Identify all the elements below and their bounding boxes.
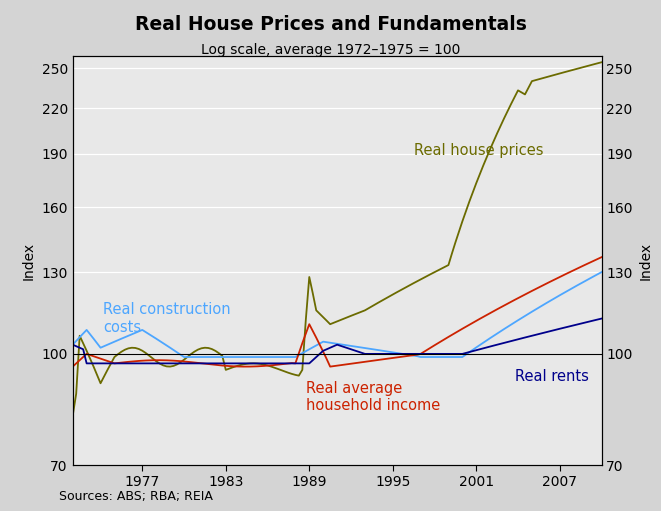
Text: Real House Prices and Fundamentals: Real House Prices and Fundamentals (135, 15, 526, 34)
Y-axis label: Index: Index (639, 242, 652, 280)
Y-axis label: Index: Index (22, 242, 36, 280)
Text: Real house prices: Real house prices (414, 143, 543, 158)
Text: Real average
household income: Real average household income (307, 381, 441, 413)
Text: Sources: ABS; RBA; REIA: Sources: ABS; RBA; REIA (59, 491, 214, 503)
Text: Log scale, average 1972–1975 = 100: Log scale, average 1972–1975 = 100 (201, 43, 460, 57)
Text: Real construction
costs: Real construction costs (103, 303, 231, 335)
Text: Real rents: Real rents (515, 369, 589, 384)
